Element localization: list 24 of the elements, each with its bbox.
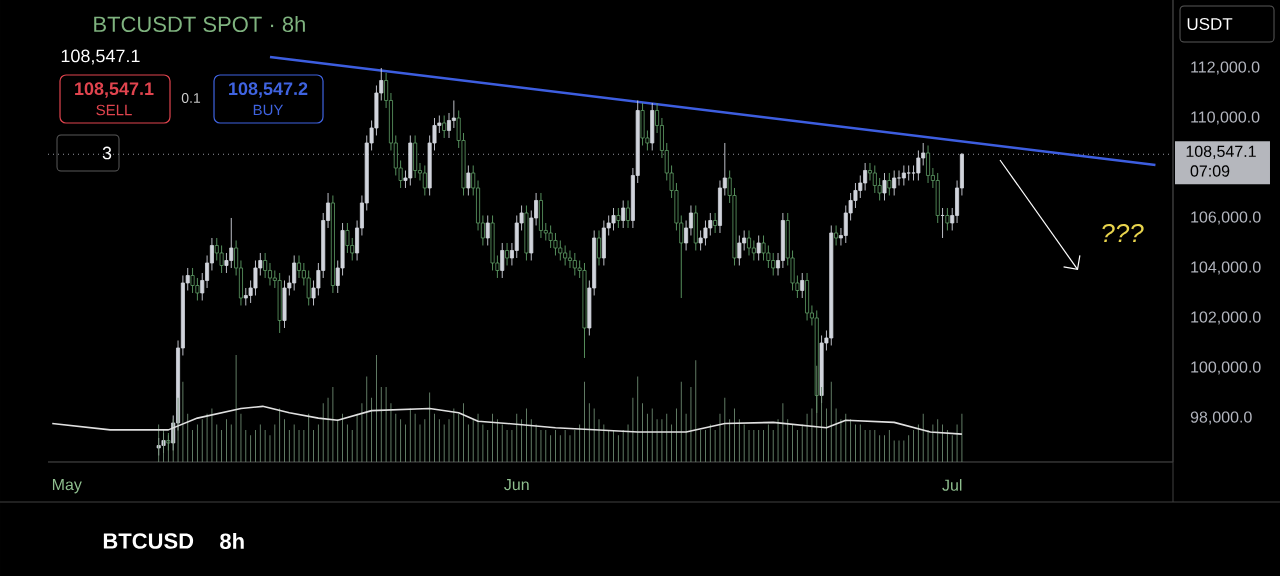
x-tick-label: Jun bbox=[504, 479, 529, 491]
y-tick-label: 104,000.0 bbox=[1191, 261, 1261, 275]
annotation: 108,547.1 bbox=[75, 82, 154, 98]
annotation: 0.1 bbox=[181, 93, 201, 103]
text: BTCUSD bbox=[103, 533, 194, 549]
y-tick-label: 110,000.0 bbox=[1191, 111, 1260, 125]
annotation: SELL bbox=[96, 104, 132, 116]
annotation: 3 bbox=[102, 146, 112, 160]
x-tick-label: May bbox=[52, 479, 82, 494]
ref-line-label: 108,547.1 bbox=[1186, 145, 1256, 159]
annotation: 108,547.2 bbox=[229, 82, 308, 98]
y-tick-label: 98,000.0 bbox=[1190, 411, 1252, 425]
x-tick-label: Jul bbox=[942, 479, 962, 491]
annotation: 108,547.1 bbox=[61, 49, 140, 65]
text: BTCUSDT SPOT · 8h bbox=[94, 15, 305, 33]
text: 8h bbox=[220, 532, 244, 550]
y-tick-label: 112,000.0 bbox=[1191, 61, 1260, 75]
y-tick-label: 100,000.0 bbox=[1191, 361, 1261, 375]
text: 07:09 bbox=[1190, 165, 1230, 177]
annotation: ??? bbox=[1102, 223, 1144, 243]
text: USDT bbox=[1187, 17, 1233, 30]
y-tick-label: 106,000.0 bbox=[1191, 211, 1261, 225]
annotation: BUY bbox=[253, 104, 284, 116]
y-tick-label: 102,000.0 bbox=[1191, 311, 1261, 325]
